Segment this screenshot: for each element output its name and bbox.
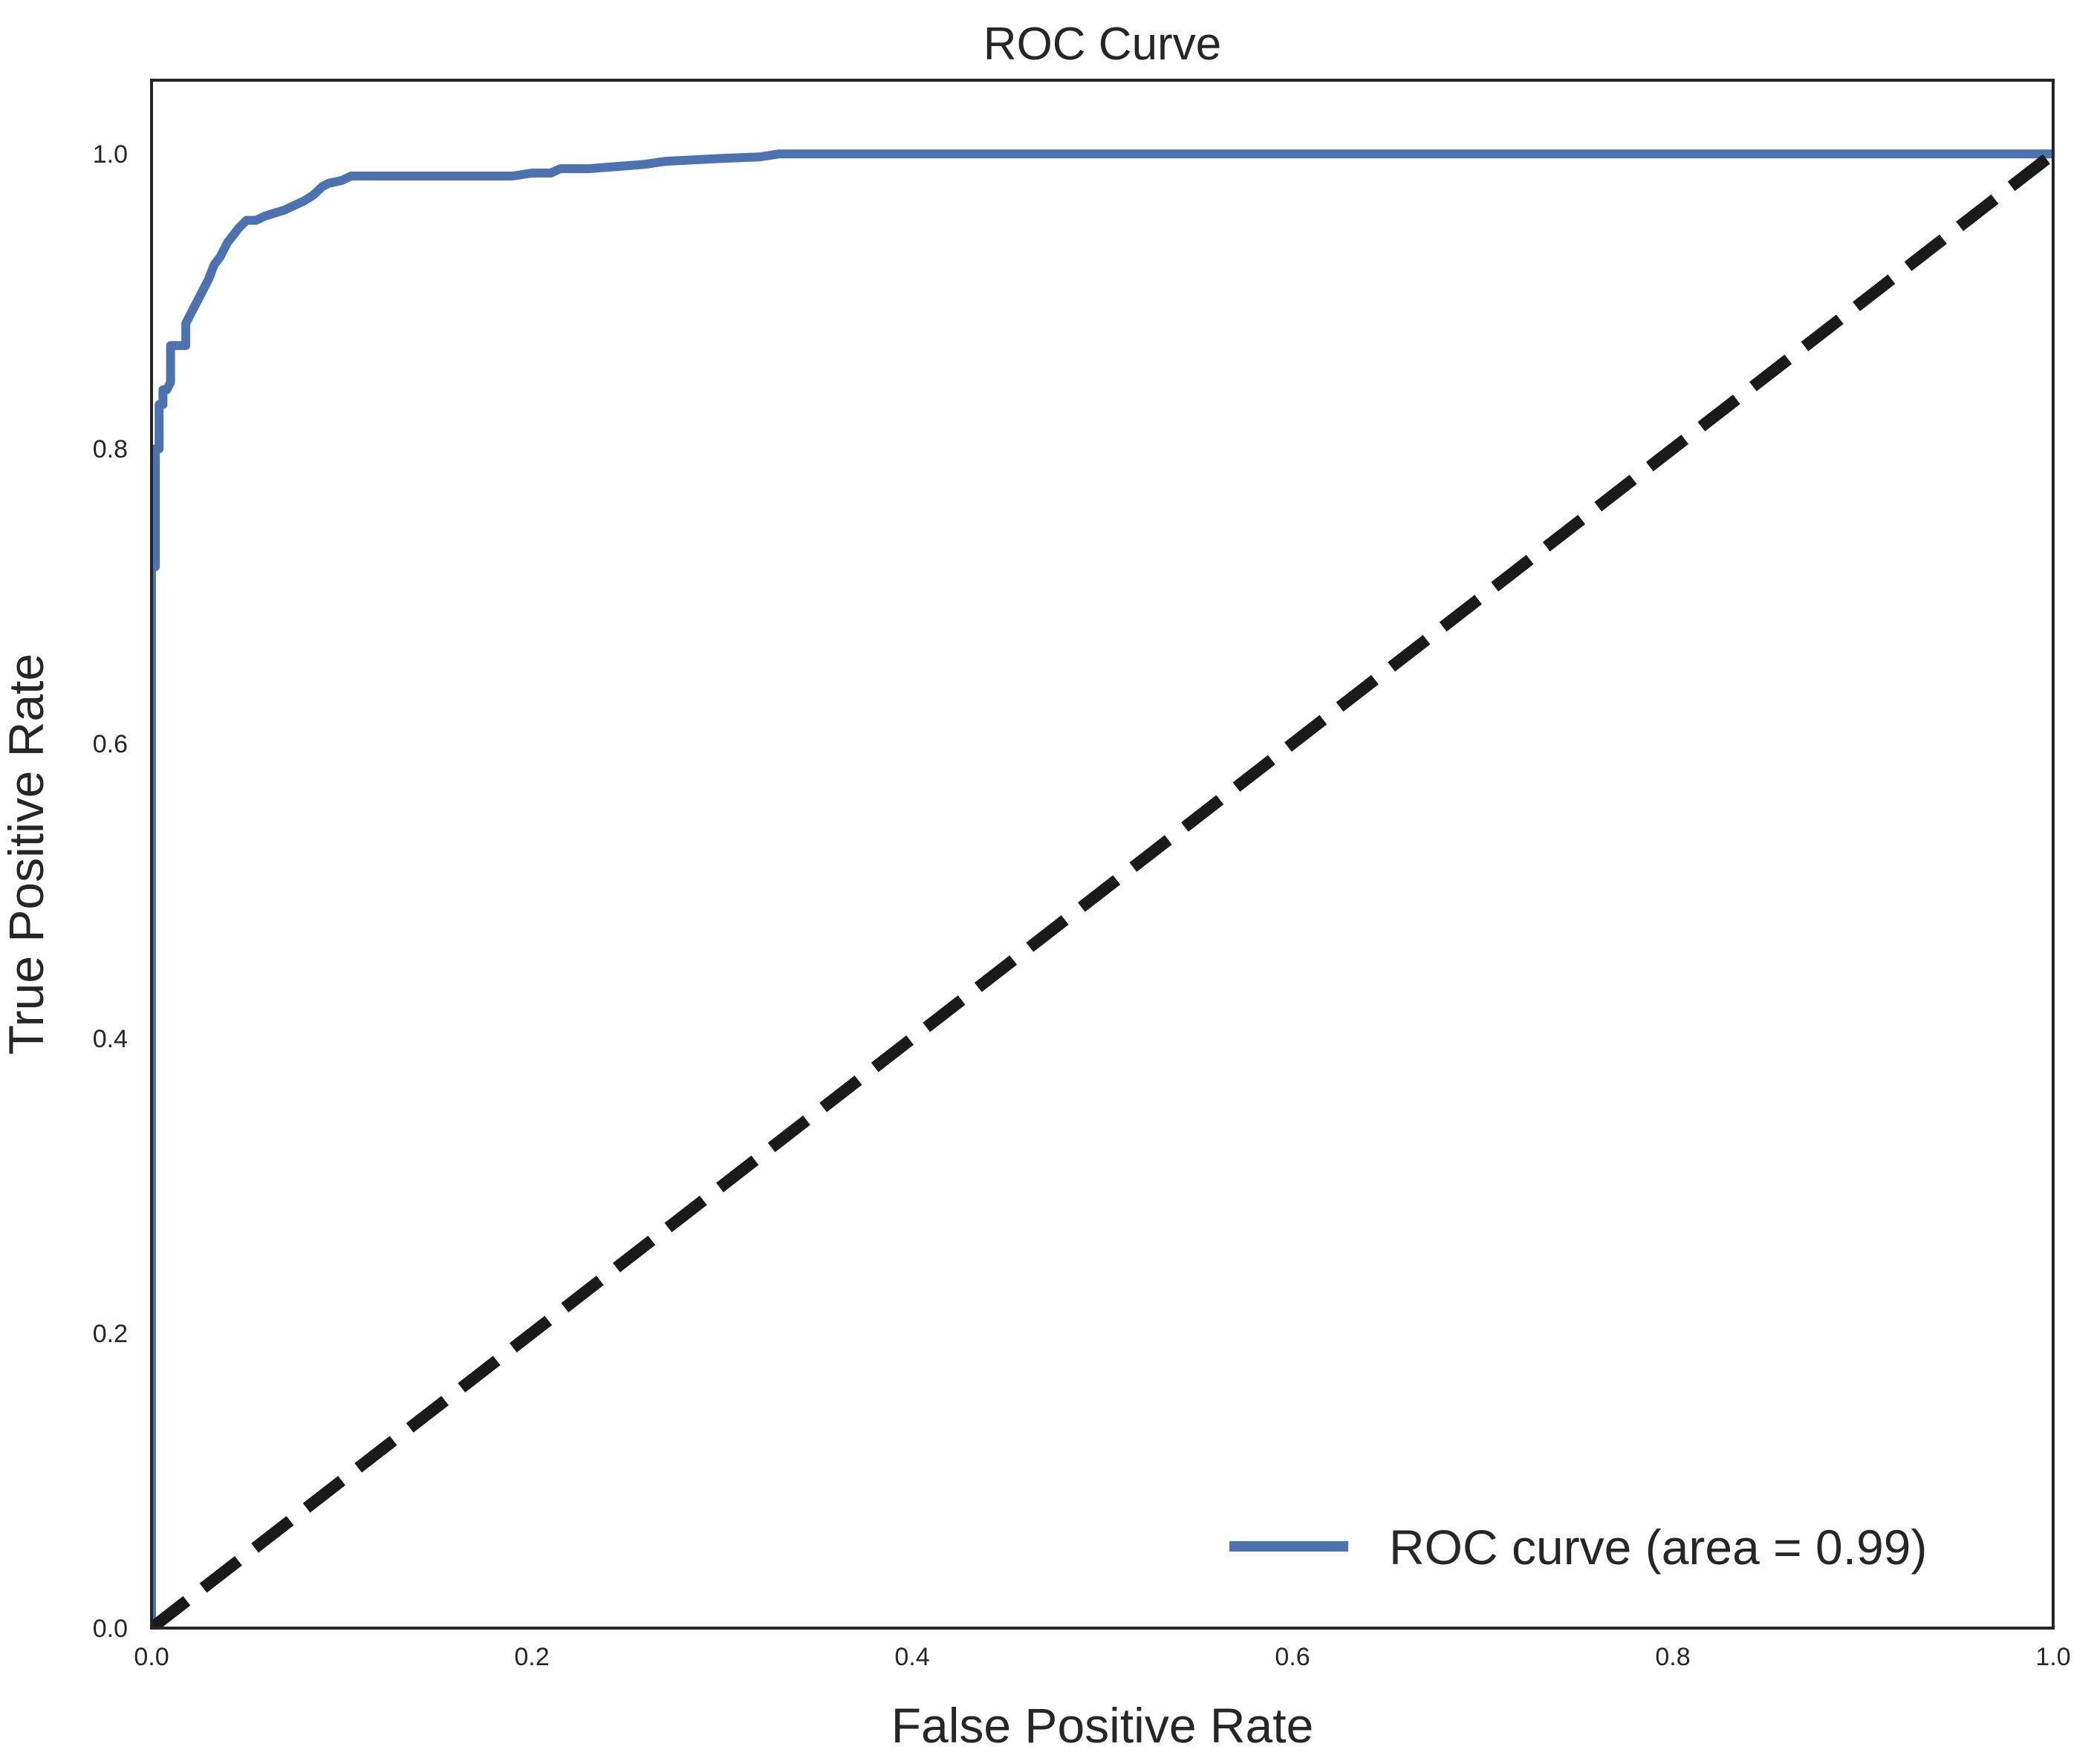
y-axis-ticks: 0.0 0.2 0.4 0.6 0.8 1.0: [93, 140, 128, 1643]
chart-title: ROC Curve: [983, 19, 1221, 70]
y-tick-label: 1.0: [93, 140, 128, 169]
chance-diagonal-line: [152, 149, 2053, 1628]
legend-label-roc-curve: ROC curve (area = 0.99): [1389, 1520, 1927, 1575]
y-tick-label: 0.0: [93, 1615, 128, 1643]
y-tick-label: 0.2: [93, 1320, 128, 1348]
x-tick-label: 0.6: [1275, 1643, 1310, 1671]
x-axis-ticks: 0.0 0.2 0.4 0.6 0.8 1.0: [134, 1643, 2070, 1671]
y-tick-label: 0.8: [93, 435, 128, 463]
x-tick-label: 1.0: [2035, 1643, 2070, 1671]
legend: ROC curve (area = 0.99): [1229, 1520, 1927, 1575]
roc-curve-line: [152, 149, 2053, 1628]
y-axis-label: True Positive Rate: [0, 654, 53, 1055]
y-tick-label: 0.4: [93, 1025, 128, 1053]
x-tick-label: 0.2: [514, 1643, 549, 1671]
y-tick-label: 0.6: [93, 730, 128, 758]
x-axis-label: False Positive Rate: [891, 1698, 1314, 1753]
plot-frame: [150, 79, 2055, 1630]
x-tick-label: 0.0: [134, 1643, 169, 1671]
plot-area: [152, 149, 2053, 1628]
x-tick-label: 0.8: [1655, 1643, 1690, 1671]
x-tick-label: 0.4: [894, 1643, 929, 1671]
